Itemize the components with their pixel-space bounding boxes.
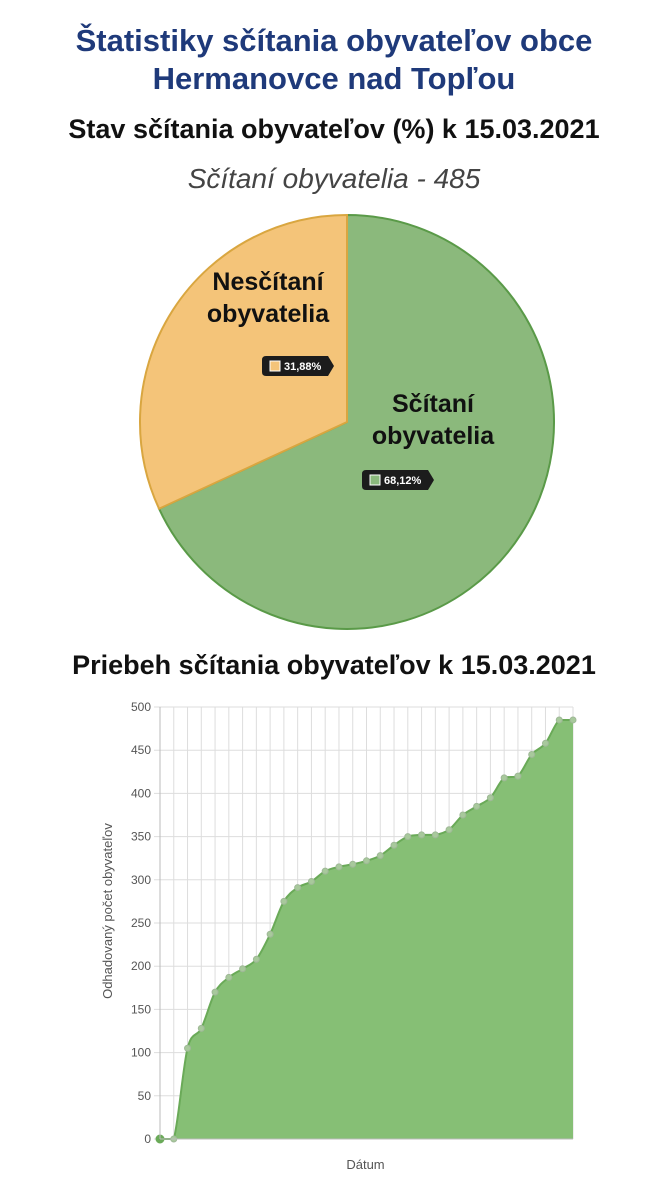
data-point[interactable] bbox=[376, 852, 384, 860]
y-tick-label: 500 bbox=[131, 700, 151, 714]
page-title-line2: Hermanovce nad Topľou bbox=[152, 61, 516, 96]
pie-slice-1[interactable] bbox=[139, 213, 348, 511]
data-point[interactable] bbox=[486, 794, 494, 802]
y-tick-label: 150 bbox=[131, 1002, 151, 1016]
data-point[interactable] bbox=[321, 867, 329, 875]
y-tick-label: 400 bbox=[131, 786, 151, 800]
data-point[interactable] bbox=[184, 1044, 192, 1052]
x-axis-title: Dátum bbox=[346, 1157, 384, 1172]
area-chart: 0 50 100 150 200 250 300 350 400 450 500 Dátum Odhad… bbox=[100, 700, 577, 1172]
y-axis-title: Odhadovaný počet obyvateľov bbox=[100, 823, 115, 999]
data-point[interactable] bbox=[569, 716, 577, 724]
data-point[interactable] bbox=[349, 860, 357, 868]
pie-chart-title: Sčítaní obyvatelia - 485 bbox=[187, 163, 481, 194]
page-title: Štatistiky sčítania obyvateľov obce Herm… bbox=[0, 22, 668, 98]
y-tick-label: 300 bbox=[131, 873, 151, 887]
data-point[interactable] bbox=[418, 831, 426, 839]
pie-slice-0[interactable] bbox=[157, 213, 555, 630]
data-point[interactable] bbox=[555, 716, 563, 724]
data-point[interactable] bbox=[335, 863, 343, 871]
pie-chart-heading: Stav sčítania obyvateľov (%) k 15.03.202… bbox=[68, 114, 600, 144]
y-tick-label: 350 bbox=[131, 830, 151, 844]
data-point[interactable] bbox=[431, 831, 439, 839]
y-tick-label: 250 bbox=[131, 916, 151, 930]
data-point[interactable] bbox=[197, 1024, 205, 1032]
page-title-line1: Štatistiky sčítania obyvateľov obce bbox=[75, 23, 593, 58]
data-point[interactable] bbox=[473, 802, 481, 810]
data-point[interactable] bbox=[500, 774, 508, 782]
data-point[interactable] bbox=[239, 965, 247, 973]
pie-value-label-0: 68,12% bbox=[384, 475, 422, 487]
y-tick-label: 50 bbox=[138, 1089, 152, 1103]
pie-slice-label-1: Nesčítaní obyvatelia bbox=[207, 268, 330, 328]
data-point[interactable] bbox=[211, 988, 219, 996]
y-tick-label: 0 bbox=[144, 1132, 151, 1146]
y-tick-label: 200 bbox=[131, 959, 151, 973]
pie-tooltip-1: 31,88% bbox=[262, 356, 334, 376]
data-point[interactable] bbox=[541, 739, 549, 747]
data-point[interactable] bbox=[445, 826, 453, 834]
area-fill bbox=[160, 719, 573, 1139]
data-point[interactable] bbox=[266, 930, 274, 938]
data-point[interactable] bbox=[307, 878, 315, 886]
pie-tooltip-0: 68,12% bbox=[362, 470, 434, 490]
line-chart-heading: Priebeh sčítania obyvateľov k 15.03.2021 bbox=[72, 650, 596, 680]
data-point[interactable] bbox=[404, 833, 412, 841]
pie-value-label-1: 31,88% bbox=[284, 361, 322, 373]
data-point[interactable] bbox=[225, 973, 233, 981]
data-point[interactable] bbox=[252, 955, 260, 963]
data-point[interactable] bbox=[514, 772, 522, 780]
data-point[interactable] bbox=[528, 751, 536, 759]
y-tick-label: 450 bbox=[131, 743, 151, 757]
data-point[interactable] bbox=[294, 884, 302, 892]
data-point[interactable] bbox=[363, 857, 370, 865]
data-point[interactable] bbox=[280, 897, 288, 905]
y-tick-label: 100 bbox=[131, 1046, 151, 1060]
pie-slice-label-0: Sčítaní obyvatelia bbox=[372, 390, 495, 450]
pie-chart: Sčítaní obyvatelia 68,12% Nesčítaní obyvatel… bbox=[139, 213, 555, 630]
data-point[interactable] bbox=[390, 841, 398, 849]
data-point[interactable] bbox=[459, 811, 467, 819]
